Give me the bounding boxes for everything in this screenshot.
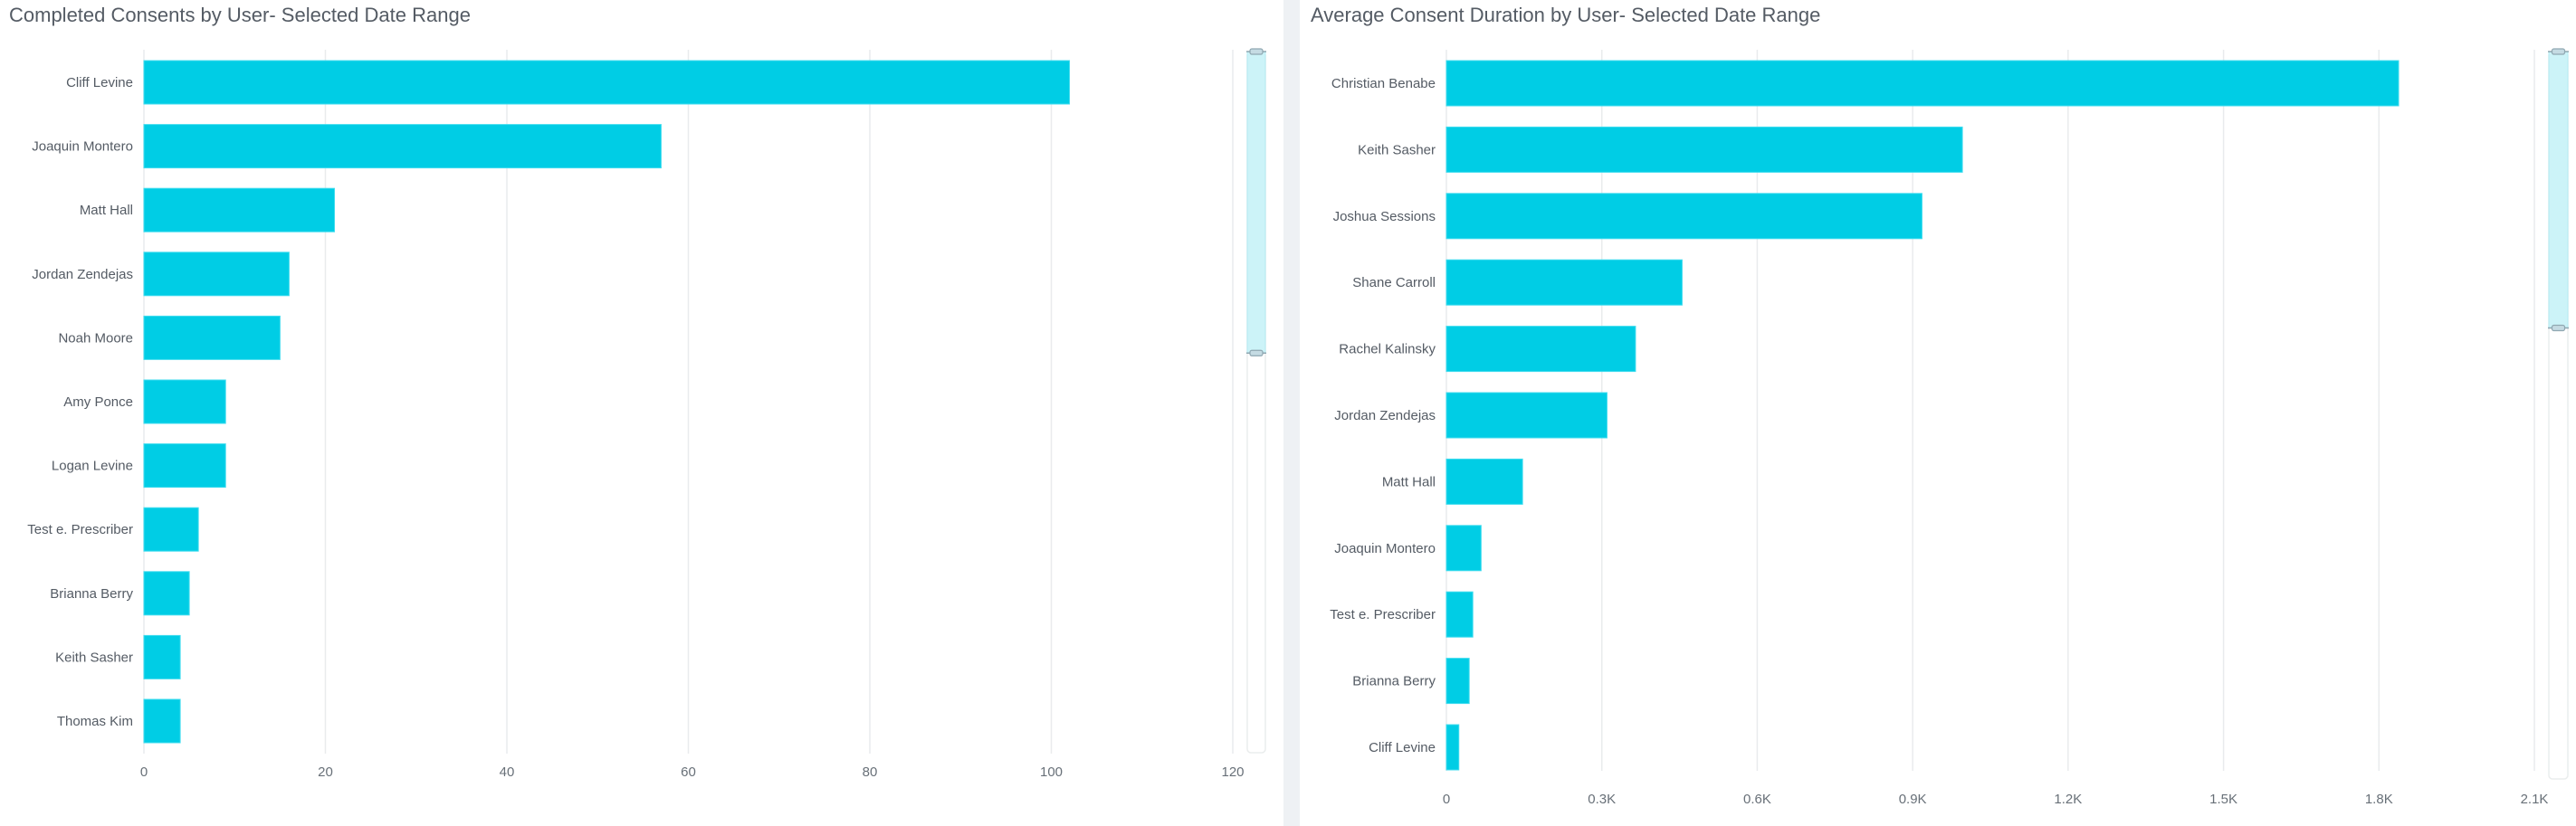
bar[interactable] xyxy=(1445,591,1474,638)
panel-divider xyxy=(1283,0,1300,826)
x-tick-label: 0 xyxy=(1443,792,1450,807)
y-category-label: Brianna Berry xyxy=(50,586,133,602)
y-category-label: Keith Sasher xyxy=(55,650,133,665)
chart-title: Average Consent Duration by User- Select… xyxy=(1311,4,1821,26)
bar[interactable] xyxy=(143,507,199,552)
x-tick-label: 2.1K xyxy=(2521,792,2549,807)
bar[interactable] xyxy=(143,124,662,169)
y-category-label: Test e. Prescriber xyxy=(1330,607,1436,622)
y-category-label: Thomas Kim xyxy=(57,714,133,729)
x-tick-label: 60 xyxy=(681,764,696,780)
bar[interactable] xyxy=(1445,326,1636,373)
bar[interactable] xyxy=(143,571,190,616)
y-category-label: Test e. Prescriber xyxy=(27,522,133,537)
bar[interactable] xyxy=(143,315,281,360)
y-category-label: Cliff Levine xyxy=(66,75,133,90)
scrollbar-thumb[interactable] xyxy=(2548,51,2569,329)
bar[interactable] xyxy=(143,698,181,744)
y-category-label: Joaquin Montero xyxy=(1334,541,1436,556)
y-category-label: Christian Benabe xyxy=(1331,76,1436,91)
x-tick-label: 1.8K xyxy=(2365,792,2393,807)
bar[interactable] xyxy=(143,187,336,233)
bar[interactable] xyxy=(1445,392,1608,439)
x-tick-label: 0 xyxy=(140,764,148,780)
y-category-label: Joshua Sessions xyxy=(1333,209,1436,224)
bar[interactable] xyxy=(1445,126,1963,173)
y-category-label: Joaquin Montero xyxy=(32,139,133,155)
y-category-label: Noah Moore xyxy=(58,330,133,346)
y-category-label: Jordan Zendejas xyxy=(32,267,133,282)
bar[interactable] xyxy=(1445,458,1523,505)
bar[interactable] xyxy=(1445,525,1482,572)
completed-consents-chart: 0 20 40 60 80 100 120 Cliff Levine Joaquin Monte… xyxy=(27,48,1266,780)
x-tick-label: 100 xyxy=(1040,764,1063,780)
average-duration-panel: Average Consent Duration by User- Select… xyxy=(1300,0,2576,826)
bar[interactable] xyxy=(1445,724,1460,771)
x-tick-label: 0.9K xyxy=(1899,792,1927,807)
bar[interactable] xyxy=(143,443,226,489)
bar[interactable] xyxy=(1445,60,2399,107)
y-category-label: Matt Hall xyxy=(80,203,133,218)
bar[interactable] xyxy=(143,252,290,297)
x-tick-label: 1.5K xyxy=(2209,792,2237,807)
x-tick-label: 0.6K xyxy=(1743,792,1771,807)
x-tick-label: 120 xyxy=(1221,764,1244,780)
y-category-label: Brianna Berry xyxy=(1352,674,1436,689)
y-category-label: Cliff Levine xyxy=(1369,740,1436,755)
y-category-label: Amy Ponce xyxy=(63,394,133,410)
scrollbar-bottom-handle[interactable] xyxy=(1249,349,1264,356)
x-tick-label: 0.3K xyxy=(1588,792,1616,807)
x-tick-label: 20 xyxy=(318,764,333,780)
y-category-label: Rachel Kalinsky xyxy=(1339,342,1436,357)
bar[interactable] xyxy=(1445,259,1683,306)
x-tick-label: 1.2K xyxy=(2054,792,2082,807)
x-tick-label: 80 xyxy=(863,764,878,780)
y-category-label: Keith Sasher xyxy=(1358,142,1436,157)
bar[interactable] xyxy=(143,60,1071,105)
scrollbar-top-handle[interactable] xyxy=(2551,48,2566,55)
x-tick-label: 40 xyxy=(500,764,515,780)
chart-title: Completed Consents by User- Selected Dat… xyxy=(9,4,471,26)
y-category-label: Shane Carroll xyxy=(1352,275,1436,290)
bar[interactable] xyxy=(143,634,181,679)
y-category-label: Matt Hall xyxy=(1382,474,1436,489)
bar[interactable] xyxy=(143,379,226,424)
y-category-label: Jordan Zendejas xyxy=(1334,408,1436,423)
y-category-label: Logan Levine xyxy=(52,459,133,474)
scrollbar-top-handle[interactable] xyxy=(1249,48,1264,55)
scrollbar-bottom-handle[interactable] xyxy=(2551,324,2566,332)
average-duration-chart: 0 0.3K 0.6K 0.9K 1.2K 1.5K 1.8K 2.1K Christian B… xyxy=(1330,48,2569,807)
scrollbar-thumb[interactable] xyxy=(1246,51,1266,354)
completed-consents-panel: Completed Consents by User- Selected Dat… xyxy=(0,0,1283,826)
bar[interactable] xyxy=(1445,193,1922,240)
bar[interactable] xyxy=(1445,658,1470,705)
